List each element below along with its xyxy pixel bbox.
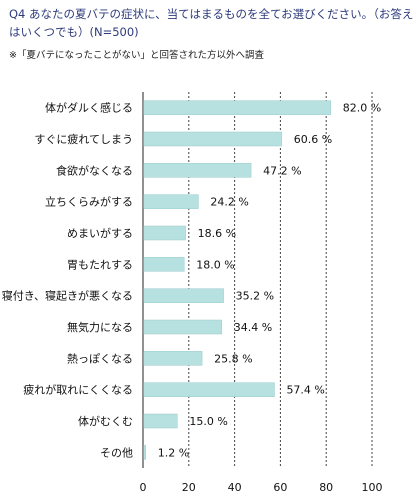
- bar: [143, 319, 223, 335]
- bar: [143, 100, 332, 115]
- bar: [143, 225, 186, 241]
- question-text: Q4 あなたの夏バテの症状に、当てはまるものを全てお選びください。（お答えはいく…: [9, 7, 414, 39]
- bar: [143, 382, 275, 397]
- value-label: 25.8 %: [214, 352, 252, 365]
- x-tick-label: 0: [140, 481, 147, 494]
- category-label: めまいがする: [67, 226, 133, 240]
- value-label: 1.2 %: [158, 446, 189, 459]
- category-label: 疲れが取れにくくなる: [23, 383, 133, 397]
- value-label: 18.0 %: [196, 258, 234, 271]
- value-label: 60.6 %: [294, 133, 332, 146]
- value-label: 82.0 %: [343, 102, 381, 115]
- value-label: 35.2 %: [236, 290, 274, 303]
- bar: [143, 163, 252, 178]
- x-tick-label: 60: [273, 481, 287, 494]
- category-label: 食欲がなくなる: [56, 163, 133, 177]
- category-label: 熱っぽくなる: [67, 352, 133, 365]
- bar: [143, 194, 199, 209]
- grid-layer: [142, 92, 373, 468]
- value-label: 15.0 %: [189, 415, 227, 428]
- value-label: 18.6 %: [198, 227, 236, 240]
- category-label: 無気力になる: [67, 320, 133, 334]
- category-label: すぐに疲れてしまう: [34, 132, 133, 146]
- category-label: 胃もたれする: [67, 258, 133, 271]
- bar: [143, 351, 203, 366]
- bar-layer: [143, 100, 332, 460]
- value-label: 57.4 %: [286, 384, 324, 397]
- label-layer: 体がダルく感じる 82.0 % すぐに疲れてしまう 60.6 % 食欲がなくなる 47.2…: [2, 101, 381, 460]
- category-label: 体がむくむ: [78, 414, 133, 428]
- category-label: 体がダルく感じる: [45, 101, 133, 115]
- x-tick-label: 20: [182, 481, 196, 494]
- x-tick-label: 40: [228, 481, 242, 494]
- x-tick-label: 100: [362, 481, 383, 494]
- bar: [143, 131, 283, 147]
- category-label: 立ちくらみがする: [45, 195, 133, 209]
- value-label: 24.2 %: [210, 196, 248, 209]
- survey-note: ※「夏バテになったことがない」と回答された方以外へ調査: [9, 50, 264, 61]
- bar: [143, 445, 146, 460]
- x-tick-label: 80: [319, 481, 333, 494]
- value-label: 34.4 %: [234, 321, 272, 334]
- category-label: その他: [100, 446, 133, 459]
- bar: [143, 257, 185, 272]
- category-label: 寝付き、寝起きが悪くなる: [2, 289, 133, 303]
- value-label: 47.2 %: [263, 164, 301, 177]
- tick-layer: 0 20 40 60 80 100: [140, 481, 383, 494]
- bar: [143, 413, 178, 429]
- bar: [143, 288, 224, 303]
